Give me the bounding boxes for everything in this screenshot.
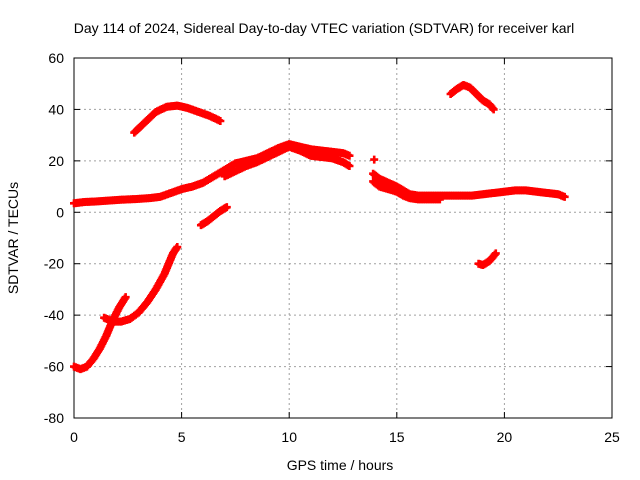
data-point [222, 203, 231, 212]
x-tick-label: 10 [281, 429, 297, 445]
x-tick-label: 25 [604, 429, 620, 445]
x-tick-label: 15 [389, 429, 405, 445]
y-axis-label: SDTVAR / TECUs [5, 182, 21, 294]
data-point [435, 195, 444, 204]
series-low-rise [70, 293, 130, 374]
data-series [70, 81, 569, 374]
y-tick-label: 0 [56, 204, 64, 220]
y-tick-label: -40 [44, 307, 64, 323]
data-point [345, 151, 354, 160]
x-tick-label: 5 [178, 429, 186, 445]
y-tick-label: -60 [44, 359, 64, 375]
y-tick-label: 60 [48, 50, 64, 66]
data-point [345, 162, 354, 170]
data-point [216, 117, 225, 125]
data-point [173, 243, 182, 251]
series-low-arc [100, 243, 182, 326]
x-tick-label: 20 [497, 429, 513, 445]
grid [74, 58, 612, 418]
x-axis-label: GPS time / hours [287, 457, 394, 473]
series-arc-evening [446, 81, 498, 114]
y-tick-label: 40 [48, 101, 64, 117]
series-baseline [70, 140, 354, 208]
x-tick-label: 0 [70, 429, 78, 445]
series-short-rise [196, 203, 231, 230]
series-isolated [370, 155, 379, 164]
data-point [489, 105, 498, 114]
data-point [560, 192, 569, 201]
chart-title: Day 114 of 2024, Sidereal Day-to-day VTE… [74, 20, 575, 36]
axis-ticks [73, 57, 613, 419]
plot-frame [73, 57, 613, 419]
data-point [491, 249, 500, 258]
data-point [370, 155, 379, 164]
x-tick-labels: 0 5 10 15 20 25 [70, 429, 620, 445]
y-tick-label: -80 [44, 410, 64, 426]
data-point [121, 293, 130, 302]
series-evening-lower [369, 177, 444, 204]
series-late-low [474, 249, 500, 269]
y-tick-label: 20 [48, 153, 64, 169]
series-baseline-lower [220, 142, 354, 181]
series-arc-upper [130, 101, 225, 137]
y-tick-label: -20 [44, 256, 64, 272]
y-tick-labels: -80 -60 -40 -20 0 20 40 60 [44, 50, 64, 426]
